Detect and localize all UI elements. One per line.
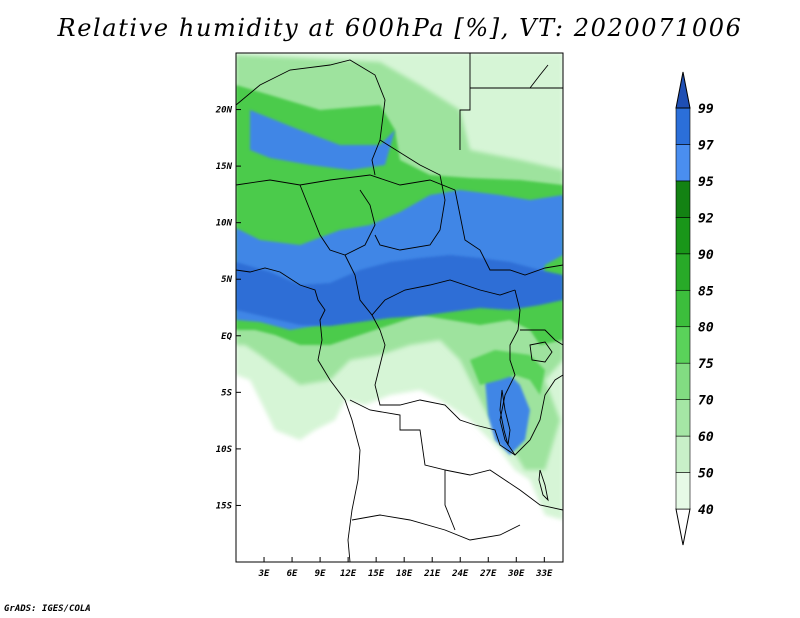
lon-tick-label: 9E: [315, 569, 326, 579]
lake-victoria: [529, 341, 553, 363]
map-frame: [235, 52, 564, 563]
colorbar-segment: [675, 144, 691, 182]
border-east-africa: [499, 289, 563, 456]
colorbar-level-label: 50: [698, 467, 714, 482]
border-sahara-north: [236, 59, 386, 176]
colorbar-level-label: 70: [698, 394, 714, 409]
colorbar-segment: [675, 362, 691, 400]
lon-tick-label: 12E: [340, 569, 357, 579]
humidity-region-blue-core: [236, 255, 563, 326]
border-congo-drc: [371, 314, 516, 456]
country-borders: [236, 53, 563, 562]
lat-tick-label: 15S: [216, 501, 233, 511]
lat-tick-label: 15N: [216, 162, 233, 172]
credit-text: GrADS: IGES/COLA: [4, 604, 91, 614]
colorbar-level-label: 80: [698, 321, 714, 336]
colorbar-segment: [675, 435, 691, 473]
humidity-region-east-green: [470, 350, 545, 395]
colorbar-segment: [675, 253, 691, 291]
lon-tick-label: 30E: [507, 569, 525, 579]
map-title: Relative humidity at 600hPa [%], VT: 202…: [57, 14, 743, 42]
colorbar-min-triangle: [675, 508, 691, 546]
colorbar-level-label: 60: [698, 430, 714, 445]
border-sudan: [454, 189, 563, 276]
lat-tick-label: 20N: [215, 106, 233, 116]
colorbar-segment: [675, 180, 691, 218]
lat-tick-label: 5N: [221, 275, 232, 285]
lake-tanganyika: [499, 389, 511, 446]
humidity-field: [236, 53, 563, 562]
colorbar-level-label: 92: [698, 211, 714, 226]
lon-tick-label: 27E: [479, 569, 497, 579]
lat-tick-label: 5S: [221, 388, 232, 398]
colorbar-segment: [675, 289, 691, 328]
colorbar-max-triangle: [675, 71, 691, 109]
colorbar-level-label: 99: [698, 102, 714, 117]
lon-tick-label: 18E: [396, 569, 413, 579]
lat-tick-label: 10N: [216, 219, 233, 229]
red-sea-coast: [529, 64, 549, 89]
border-uganda-kenya: [520, 329, 563, 346]
colorbar-level-label: 97: [698, 138, 714, 153]
border-libya-egypt: [459, 53, 471, 150]
border-namibia: [351, 514, 521, 541]
colorbar-level-label: 85: [698, 284, 714, 299]
lake-malawi: [538, 469, 549, 502]
colorbar-level-label: 40: [698, 503, 714, 518]
coastline-west-africa: [236, 267, 361, 562]
colorbar: 40 50 60 70 75 80 85 90 92 95 97 99: [675, 71, 714, 546]
colorbar-segment: [675, 399, 691, 437]
border-angola: [349, 399, 456, 531]
latitude-axis: 20N 15N 10N 5N EQ 5S 10S 15S: [215, 106, 241, 511]
colorbar-level-label: 75: [698, 357, 714, 372]
lat-tick-label: EQ: [221, 332, 232, 342]
border-chad: [374, 139, 446, 251]
lon-tick-label: 24E: [451, 569, 469, 579]
lat-tick-label: 10S: [216, 445, 233, 455]
lon-tick-label: 21E: [423, 569, 441, 579]
lon-tick-label: 33E: [535, 569, 553, 579]
border-sahel-belt: [236, 174, 456, 191]
border-zambia: [444, 469, 563, 511]
humidity-region-blue-north: [250, 110, 395, 170]
lon-tick-label: 6E: [287, 569, 298, 579]
colorbar-segment: [675, 217, 691, 255]
colorbar-level-label: 95: [698, 175, 714, 190]
lon-tick-label: 3E: [258, 569, 270, 579]
longitude-axis: 3E 6E 9E 12E 15E 18E 21E 24E 27E 30E 33E: [258, 557, 553, 579]
border-cameroon-car: [344, 254, 516, 316]
colorbar-segment: [675, 326, 691, 364]
colorbar-segment: [675, 107, 691, 145]
colorbar-level-label: 90: [698, 248, 714, 263]
colorbar-segment: [675, 472, 691, 510]
lon-tick-label: 15E: [368, 569, 385, 579]
